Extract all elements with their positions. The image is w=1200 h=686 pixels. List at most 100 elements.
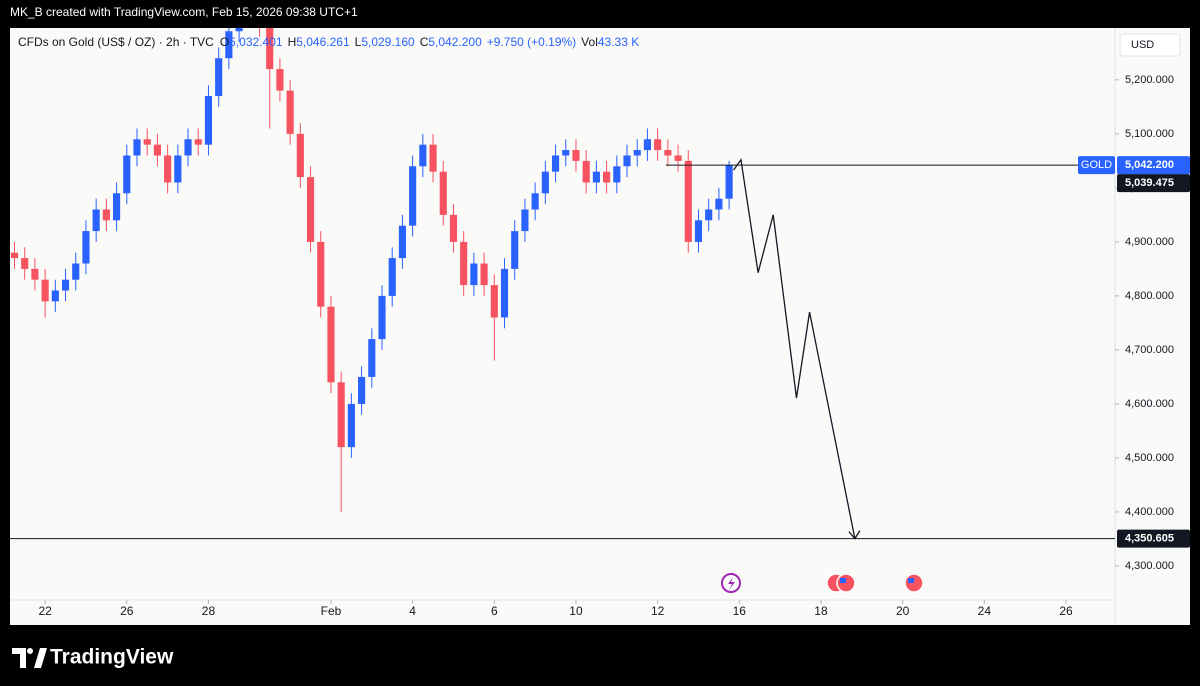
candle-body [511, 231, 519, 269]
candle-body [694, 220, 703, 242]
candle-body [286, 90, 294, 134]
candle-body [480, 263, 488, 286]
y-tick-label: 4,400.000 [1125, 506, 1174, 518]
price-label-box [1117, 529, 1190, 548]
candle-body [347, 403, 355, 448]
candle-body [194, 139, 202, 145]
x-tick-label: 16 [733, 604, 747, 618]
candle-body [725, 165, 733, 199]
symbol-name: CFDs on Gold (US$ / OZ) · 2h · TVC [18, 35, 214, 49]
candle-body [72, 263, 80, 280]
candle-body [613, 166, 621, 183]
legend-value: +9.750 (+0.19%) [486, 35, 577, 49]
candle-body [378, 295, 386, 340]
candle-body [470, 263, 478, 286]
candle-body [398, 225, 406, 259]
candle-body [449, 214, 458, 242]
legend-value: 5,046.261 [296, 35, 350, 49]
price-label-box [1117, 174, 1190, 193]
y-tick-label: 4,700.000 [1125, 344, 1174, 356]
candle-body [92, 209, 100, 232]
candle-body [633, 150, 641, 156]
candle-body [531, 193, 539, 210]
candle-body [429, 144, 437, 172]
event-icons [721, 573, 924, 593]
candle-body [368, 339, 376, 377]
price-label-name: GOLD [1081, 159, 1112, 171]
legend: CFDs on Gold (US$ / OZ) · 2h · TVC O 5,032… [18, 35, 644, 49]
x-tick-label: 28 [202, 604, 216, 618]
candle-body [306, 177, 315, 242]
candle-body [551, 155, 560, 172]
projection-arrowhead [848, 530, 861, 540]
candle-body [327, 306, 335, 383]
candle-body [143, 139, 151, 145]
y-tick-label: 4,300.000 [1125, 560, 1174, 572]
candle-body [82, 231, 90, 264]
y-tick-label: 4,500.000 [1125, 452, 1174, 464]
candle-body [419, 144, 427, 167]
candle-body [276, 69, 284, 91]
candle-body [643, 139, 652, 151]
logo-mark [34, 648, 47, 668]
brand-logo [12, 648, 47, 668]
chart-background [10, 28, 1190, 625]
currency-box[interactable] [1119, 33, 1181, 57]
legend-value: 5,029.160 [361, 35, 415, 49]
candle-body [705, 209, 713, 221]
y-tick-label: 4,900.000 [1125, 236, 1174, 248]
legend-label: L [354, 35, 362, 49]
candle-body [10, 252, 19, 259]
price-label-box [1117, 156, 1190, 175]
candle-body [102, 209, 110, 221]
price-label: 5,042.200 [1125, 159, 1174, 171]
price-label-name-box [1078, 156, 1115, 175]
candle-body [153, 144, 161, 156]
candle-body [41, 279, 49, 302]
candle-body [113, 193, 121, 221]
candle-body [21, 258, 29, 269]
legend-value: 5,032.401 [229, 35, 283, 49]
candle-body [623, 155, 631, 167]
candle-body [490, 285, 498, 318]
candle-body [603, 171, 611, 183]
currency-label: USD [1131, 39, 1154, 51]
candle-body [225, 31, 233, 59]
event-icon-bolt [728, 577, 735, 590]
brand-name: TradingView [50, 646, 174, 669]
legend-label: C [419, 35, 429, 49]
x-tick-label: 6 [491, 604, 498, 618]
logo-mark [12, 648, 26, 668]
x-tick-label: 20 [896, 604, 910, 618]
candle-body [337, 382, 345, 448]
candle-body [215, 58, 223, 97]
price-label: 4,350.605 [1125, 533, 1174, 545]
candle-body [572, 150, 580, 161]
candle-body [61, 279, 70, 291]
candle-body [31, 268, 39, 280]
candle-body [164, 155, 172, 183]
legend-value: 43.33 K [597, 35, 640, 49]
x-tick-label: 10 [569, 604, 583, 618]
y-tick-label: 5,200.000 [1125, 74, 1174, 86]
candle-body [204, 96, 213, 145]
candle-body [460, 241, 468, 286]
candle-body [674, 155, 682, 161]
x-tick-label: Feb [321, 604, 342, 618]
candle-body [684, 160, 692, 242]
flag-canton [840, 578, 846, 583]
logo-dot [27, 648, 33, 654]
legend-label: Vol [581, 35, 598, 49]
candle-body [51, 290, 59, 302]
legend-value: 5,042.200 [428, 35, 482, 49]
price-label: 5,039.475 [1125, 177, 1174, 189]
candle-body [409, 166, 417, 226]
y-tick-label: 4,600.000 [1125, 398, 1174, 410]
candle-body [439, 171, 447, 215]
flag-canton [908, 578, 914, 583]
candle-body [358, 376, 366, 404]
candle-body [388, 258, 396, 296]
y-tick-label: 5,100.000 [1125, 128, 1174, 140]
candle-body [521, 209, 529, 232]
